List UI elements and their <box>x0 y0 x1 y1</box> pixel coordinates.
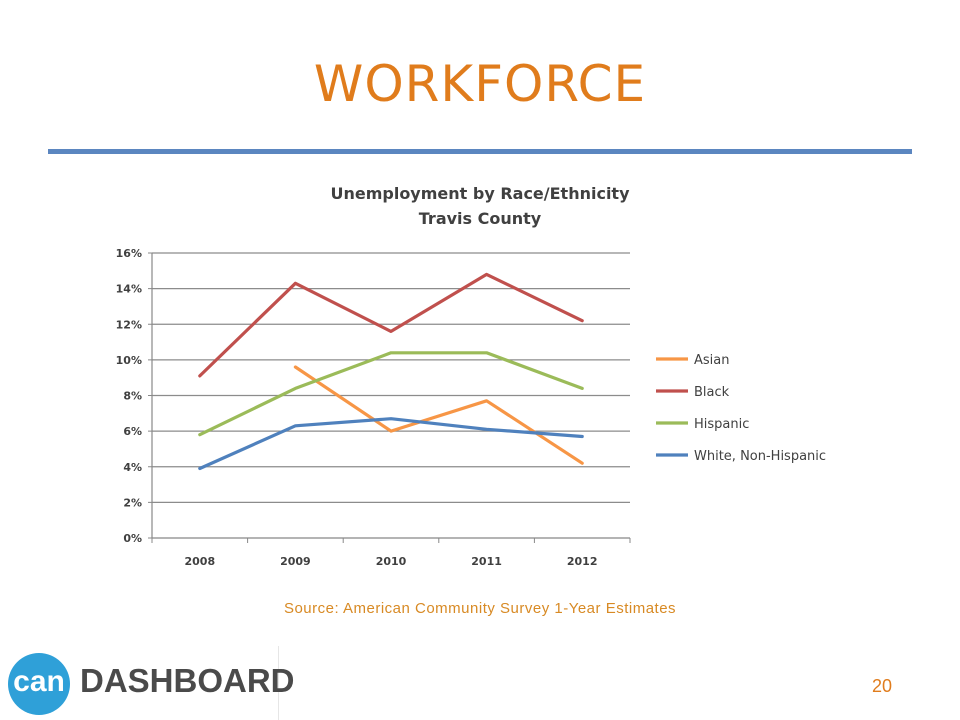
legend-label: White, Non-Hispanic <box>694 449 826 464</box>
series-line-asian <box>293 365 584 465</box>
can-dashboard-logo: can DASHBOARD <box>0 646 295 720</box>
y-tick-label: 16% <box>116 247 142 260</box>
x-tick-label: 2011 <box>471 555 502 568</box>
chart-subtitle: Travis County <box>419 209 542 228</box>
y-tick-label: 12% <box>116 318 142 331</box>
page-number: 20 <box>872 676 893 696</box>
y-tick-label: 10% <box>116 354 142 367</box>
unemployment-line-chart: Unemployment by Race/Ethnicity Travis Co… <box>116 184 826 568</box>
logo-wordmark: DASHBOARD <box>80 662 295 699</box>
legend-label: Hispanic <box>694 417 749 432</box>
series-line-white-non-hispanic <box>198 417 584 471</box>
x-axis-ticks: 2008 2009 2010 2011 2012 <box>184 555 597 568</box>
legend-label: Black <box>694 385 730 400</box>
series-line-black <box>198 272 584 378</box>
slide-title: WORKFORCE <box>313 55 647 113</box>
legend: Asian Black Hispanic White, Non-Hispanic <box>656 353 826 464</box>
y-tick-label: 8% <box>123 390 142 403</box>
x-tick-label: 2009 <box>280 555 311 568</box>
x-tick-label: 2010 <box>376 555 407 568</box>
y-tick-label: 0% <box>123 532 142 545</box>
chart-title: Unemployment by Race/Ethnicity <box>330 184 630 203</box>
y-tick-label: 6% <box>123 425 142 438</box>
logo-mark: can <box>8 653 70 715</box>
x-tick-label: 2012 <box>567 555 598 568</box>
y-axis-ticks: 0% 2% 4% 6% 8% 10% 12% 14% 16% <box>116 247 142 545</box>
y-tick-label: 2% <box>123 496 142 509</box>
y-tick-label: 4% <box>123 461 142 474</box>
series-lines <box>198 272 584 471</box>
source-note: Source: American Community Survey 1-Year… <box>283 600 677 617</box>
y-tick-label: 14% <box>116 283 142 296</box>
gridlines <box>148 252 631 543</box>
series-line-hispanic <box>198 351 584 437</box>
title-divider <box>48 149 912 154</box>
legend-label: Asian <box>694 353 729 368</box>
x-tick-label: 2008 <box>184 555 215 568</box>
